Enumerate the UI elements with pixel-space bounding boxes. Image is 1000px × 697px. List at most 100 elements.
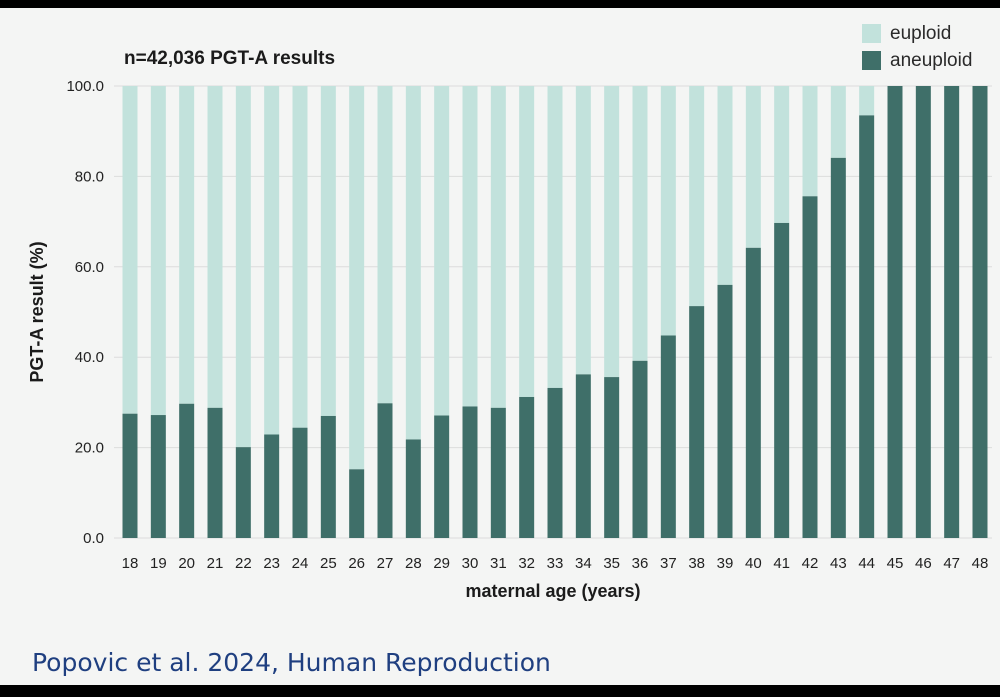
bar-aneuploid-41 [774,222,790,538]
bar-euploid-38 [689,86,705,307]
bar-aneuploid-27 [377,403,393,538]
x-tick-label: 21 [207,555,224,572]
bar-aneuploid-44 [859,115,875,538]
x-tick-label: 34 [575,555,592,572]
legend-swatch-euploid [862,24,881,43]
bar-aneuploid-25 [320,415,336,538]
bar-aneuploid-39 [717,284,733,538]
y-tick-label: 0.0 [83,530,104,547]
bar-euploid-27 [377,86,393,404]
bar-aneuploid-19 [150,415,166,538]
bar-euploid-26 [349,86,365,470]
legend-swatch-aneuploid [862,51,881,70]
bar-aneuploid-48 [972,86,988,538]
bar-euploid-39 [717,86,733,285]
bar-aneuploid-36 [632,360,648,538]
bar-euploid-42 [802,86,818,197]
slide: 0.0 20.0 40.0 60.0 80.0 100.0 18 19 20 21 22 23 24 25… [0,8,1000,685]
bar-euploid-19 [150,86,166,416]
y-tick-label: 100.0 [66,78,104,95]
bar-aneuploid-31 [490,407,506,538]
x-tick-label: 42 [802,555,819,572]
bar-euploid-37 [660,86,676,336]
legend-item-aneuploid: aneuploid [862,47,972,74]
bar-euploid-34 [575,86,591,375]
bar-aneuploid-42 [802,196,818,538]
x-tick-label: 23 [263,555,280,572]
bar-euploid-23 [264,86,280,435]
x-tick-label: 35 [603,555,620,572]
x-tick-label: 18 [122,555,139,572]
legend-item-euploid: euploid [862,20,972,47]
x-tick-label: 45 [887,555,904,572]
x-tick-label: 24 [292,555,309,572]
bar-euploid-25 [320,86,336,416]
bar-aneuploid-21 [207,407,223,538]
bar-aneuploid-29 [434,415,450,538]
bar-aneuploid-26 [349,469,365,538]
bar-euploid-21 [207,86,223,408]
bar-euploid-43 [830,86,846,158]
bar-aneuploid-46 [915,86,931,538]
bar-aneuploid-37 [660,335,676,538]
bar-aneuploid-40 [745,247,761,539]
bar-euploid-33 [547,86,563,388]
y-tick-label: 20.0 [75,440,104,457]
x-tick-label: 47 [943,555,960,572]
bar-aneuploid-32 [519,396,535,538]
x-tick-label: 37 [660,555,677,572]
bar-aneuploid-43 [830,157,846,539]
bar-euploid-30 [462,86,478,407]
x-tick-label: 41 [773,555,790,572]
x-tick-label: 44 [858,555,875,572]
bar-aneuploid-47 [944,86,960,538]
bar-euploid-35 [604,86,620,378]
legend-label-euploid: euploid [890,22,952,44]
x-tick-label: 46 [915,555,932,572]
bar-euploid-29 [434,86,450,416]
chart-title: n=42,036 PGT-A results [124,48,336,69]
bar-aneuploid-24 [292,427,308,538]
y-tick-label: 80.0 [75,168,104,185]
stacked-bar-chart: 0.0 20.0 40.0 60.0 80.0 100.0 18 19 20 21 22 23 24 25… [27,78,992,601]
bar-aneuploid-28 [405,439,421,538]
x-tick-label: 38 [688,555,705,572]
bar-aneuploid-38 [689,306,705,538]
x-tick-label: 48 [972,555,989,572]
x-tick-label: 19 [150,555,167,572]
bar-euploid-28 [405,86,421,440]
bar-euploid-32 [519,86,535,397]
bar-euploid-44 [859,86,875,116]
x-tick-label: 20 [178,555,195,572]
bar-aneuploid-34 [575,374,591,538]
x-tick-label: 22 [235,555,252,572]
bar-euploid-24 [292,86,308,428]
bar-aneuploid-23 [264,434,280,538]
bar-aneuploid-33 [547,387,563,538]
x-tick-label: 28 [405,555,422,572]
x-tick-label: 32 [518,555,535,572]
citation: Popovic et al. 2024, Human Reproduction [32,648,551,677]
x-tick-label: 33 [547,555,564,572]
bar-aneuploid-45 [887,86,903,538]
legend-label-aneuploid: aneuploid [890,49,973,71]
y-axis-label: PGT-A result (%) [27,241,47,382]
y-tick-label: 60.0 [75,259,104,276]
bar-euploid-22 [235,86,251,448]
bar-euploid-40 [745,86,761,248]
bar-euploid-18 [122,86,138,414]
bar-aneuploid-22 [235,447,251,538]
bar-aneuploid-18 [122,413,138,538]
x-tick-label: 26 [348,555,365,572]
x-tick-label: 30 [462,555,479,572]
x-tick-label: 29 [433,555,450,572]
x-tick-label: 39 [717,555,734,572]
y-tick-label: 40.0 [75,349,104,366]
x-tick-label: 25 [320,555,337,572]
x-axis-label: maternal age (years) [465,581,640,601]
bar-euploid-41 [774,86,790,223]
x-tick-label: 43 [830,555,847,572]
bar-aneuploid-30 [462,406,478,538]
bar-euploid-31 [490,86,506,408]
bar-euploid-20 [179,86,195,404]
